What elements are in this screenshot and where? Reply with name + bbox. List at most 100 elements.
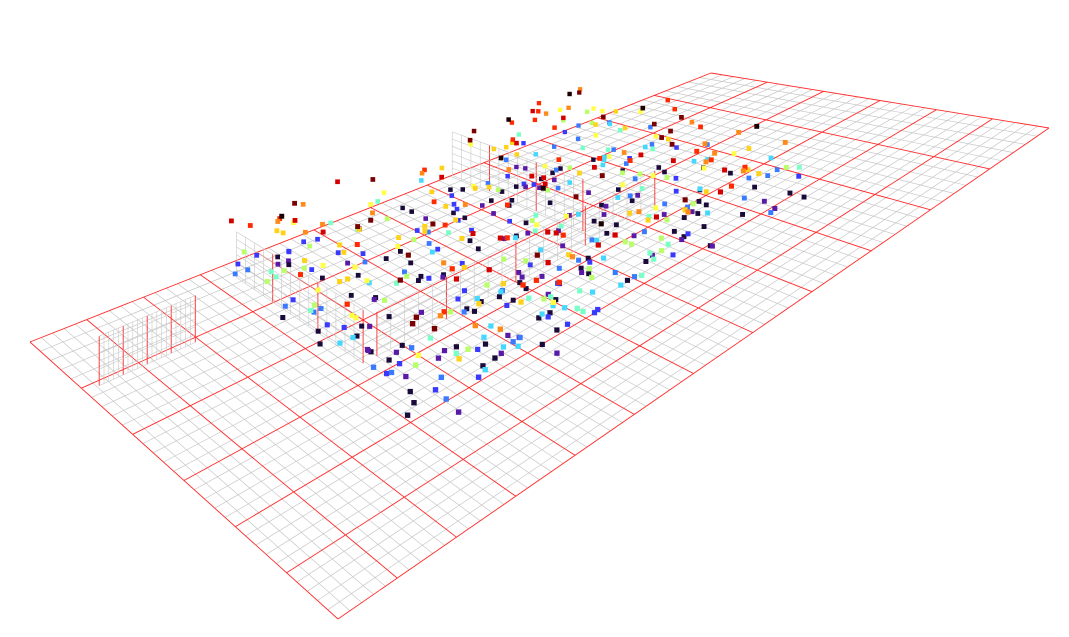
data-point [456, 356, 462, 362]
data-point [453, 350, 459, 356]
data-point [320, 262, 326, 268]
data-point [335, 179, 340, 185]
data-point [435, 246, 441, 252]
data-point [627, 193, 633, 199]
data-point [631, 274, 637, 280]
data-point [595, 306, 601, 313]
data-point [645, 217, 651, 223]
data-point [286, 262, 292, 268]
data-point [506, 117, 511, 122]
data-point [656, 165, 662, 170]
data-point [552, 177, 557, 183]
data-point [489, 198, 494, 203]
data-point [505, 202, 510, 208]
data-point [396, 361, 403, 367]
data-point [335, 250, 341, 256]
data-point [590, 289, 596, 295]
data-point [354, 333, 360, 339]
data-point [317, 341, 323, 347]
data-point [556, 265, 562, 271]
data-point [449, 193, 455, 198]
data-point [536, 315, 542, 321]
data-point [682, 207, 688, 213]
data-point [455, 296, 461, 302]
data-point [599, 202, 604, 208]
wall-grid-line [452, 153, 584, 206]
data-point [742, 164, 748, 170]
data-point [475, 346, 481, 352]
data-point [492, 355, 498, 361]
data-point [504, 302, 510, 308]
data-point [482, 341, 489, 347]
data-point [516, 270, 522, 275]
data-point [462, 288, 467, 294]
data-point [615, 195, 621, 200]
data-point [384, 216, 390, 222]
data-point [579, 270, 585, 275]
data-point [476, 301, 482, 307]
data-point [402, 269, 407, 275]
data-point [539, 341, 545, 347]
data-point [552, 125, 557, 130]
data-point [673, 188, 679, 194]
data-point [592, 164, 597, 170]
data-point [364, 278, 370, 284]
data-point [696, 199, 702, 204]
data-point [647, 250, 653, 256]
data-point [670, 252, 676, 258]
data-point [573, 194, 579, 200]
data-point [275, 261, 281, 267]
data-point [484, 282, 490, 288]
data-point [432, 387, 439, 393]
data-point [531, 182, 537, 187]
data-point [455, 218, 461, 223]
data-point [485, 180, 491, 186]
data-point [627, 158, 633, 163]
data-point [414, 228, 420, 233]
data-point [396, 235, 402, 240]
data-point [448, 187, 453, 192]
data-point [685, 204, 690, 210]
data-point [459, 261, 465, 266]
data-point [664, 217, 670, 223]
data-point [345, 276, 351, 282]
wall-grid-line [99, 326, 196, 370]
data-point [661, 212, 667, 217]
data-point [685, 231, 691, 237]
data-point [578, 87, 583, 92]
data-point [578, 265, 584, 271]
data-point [411, 237, 417, 243]
data-point [359, 323, 365, 329]
data-point [439, 165, 445, 171]
data-point [539, 176, 544, 182]
data-point [386, 357, 392, 363]
data-point [441, 348, 448, 354]
data-point [315, 236, 320, 242]
data-point [555, 185, 561, 191]
data-point [620, 182, 626, 188]
data-point [318, 306, 324, 311]
data-point [268, 269, 274, 275]
data-point [403, 373, 409, 380]
data-point [538, 247, 544, 253]
data-point [280, 230, 286, 236]
data-point [553, 297, 559, 303]
data-point [569, 254, 576, 260]
data-point [471, 308, 477, 314]
wall-grid-line [452, 138, 584, 188]
data-point [491, 146, 497, 152]
data-point [674, 145, 679, 150]
floor-grid-line-major [29, 72, 712, 343]
data-point [796, 164, 802, 170]
data-point [695, 211, 701, 216]
data-point [593, 122, 598, 127]
data-point [537, 185, 542, 190]
data-point [589, 237, 595, 243]
data-point [598, 221, 604, 227]
data-point [602, 154, 607, 160]
wall-grid-line [99, 302, 196, 345]
data-point [539, 273, 545, 279]
data-point [425, 229, 431, 235]
data-point [301, 265, 307, 271]
